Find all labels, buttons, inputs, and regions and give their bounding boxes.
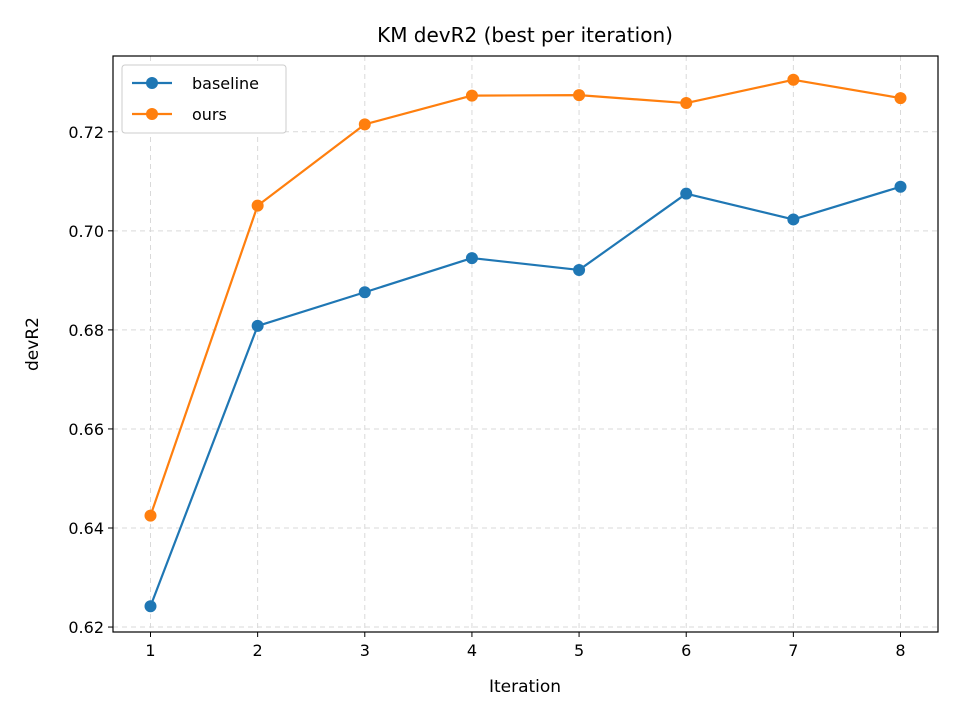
- x-tick-label: 1: [145, 641, 155, 660]
- legend-label-ours: ours: [192, 105, 227, 124]
- data-point-baseline: [144, 600, 157, 613]
- data-point-ours: [465, 89, 478, 102]
- x-tick-label: 7: [788, 641, 798, 660]
- data-point-ours: [358, 118, 371, 131]
- data-point-baseline: [680, 187, 693, 200]
- series-line-baseline: [149, 185, 901, 607]
- series-layer: [144, 73, 907, 613]
- plot-frame: [112, 55, 939, 633]
- x-tick-label: 8: [895, 641, 905, 660]
- series-line-ours: [149, 78, 901, 516]
- data-point-baseline: [894, 180, 907, 193]
- data-point-baseline: [787, 213, 800, 226]
- x-tick-label: 6: [681, 641, 691, 660]
- y-tick-label: 0.64: [68, 519, 104, 538]
- legend: baseline ours: [121, 64, 287, 134]
- y-tick-label: 0.72: [68, 123, 104, 142]
- y-tick-label: 0.62: [68, 618, 104, 637]
- y-tick-label: 0.68: [68, 321, 104, 340]
- chart-title: KM devR2 (best per iteration): [377, 23, 673, 47]
- legend-label-baseline: baseline: [192, 74, 259, 93]
- data-point-ours: [894, 92, 907, 105]
- data-point-ours: [251, 199, 264, 212]
- x-axis-label: Iteration: [489, 677, 561, 697]
- y-tick-label: 0.66: [68, 420, 104, 439]
- data-point-ours: [144, 509, 157, 522]
- ticks-layer: 1 2 3 4 5 6 7 8 0.62 0.64 0.66 0.68 0.70 0.72: [68, 123, 905, 660]
- y-axis-label: devR2: [23, 317, 43, 371]
- x-tick-label: 5: [574, 641, 584, 660]
- data-point-ours: [680, 97, 693, 110]
- grid-layer: [113, 56, 938, 632]
- data-point-baseline: [251, 319, 264, 332]
- data-point-baseline: [573, 263, 586, 276]
- legend-marker-ours: [146, 108, 158, 120]
- x-tick-label: 2: [253, 641, 263, 660]
- data-point-baseline: [465, 252, 478, 265]
- x-tick-label: 4: [467, 641, 477, 660]
- y-tick-label: 0.70: [68, 222, 104, 241]
- x-tick-label: 3: [360, 641, 370, 660]
- legend-marker-baseline: [146, 77, 158, 89]
- data-point-ours: [787, 73, 800, 86]
- data-point-baseline: [358, 286, 371, 299]
- data-point-ours: [573, 89, 586, 102]
